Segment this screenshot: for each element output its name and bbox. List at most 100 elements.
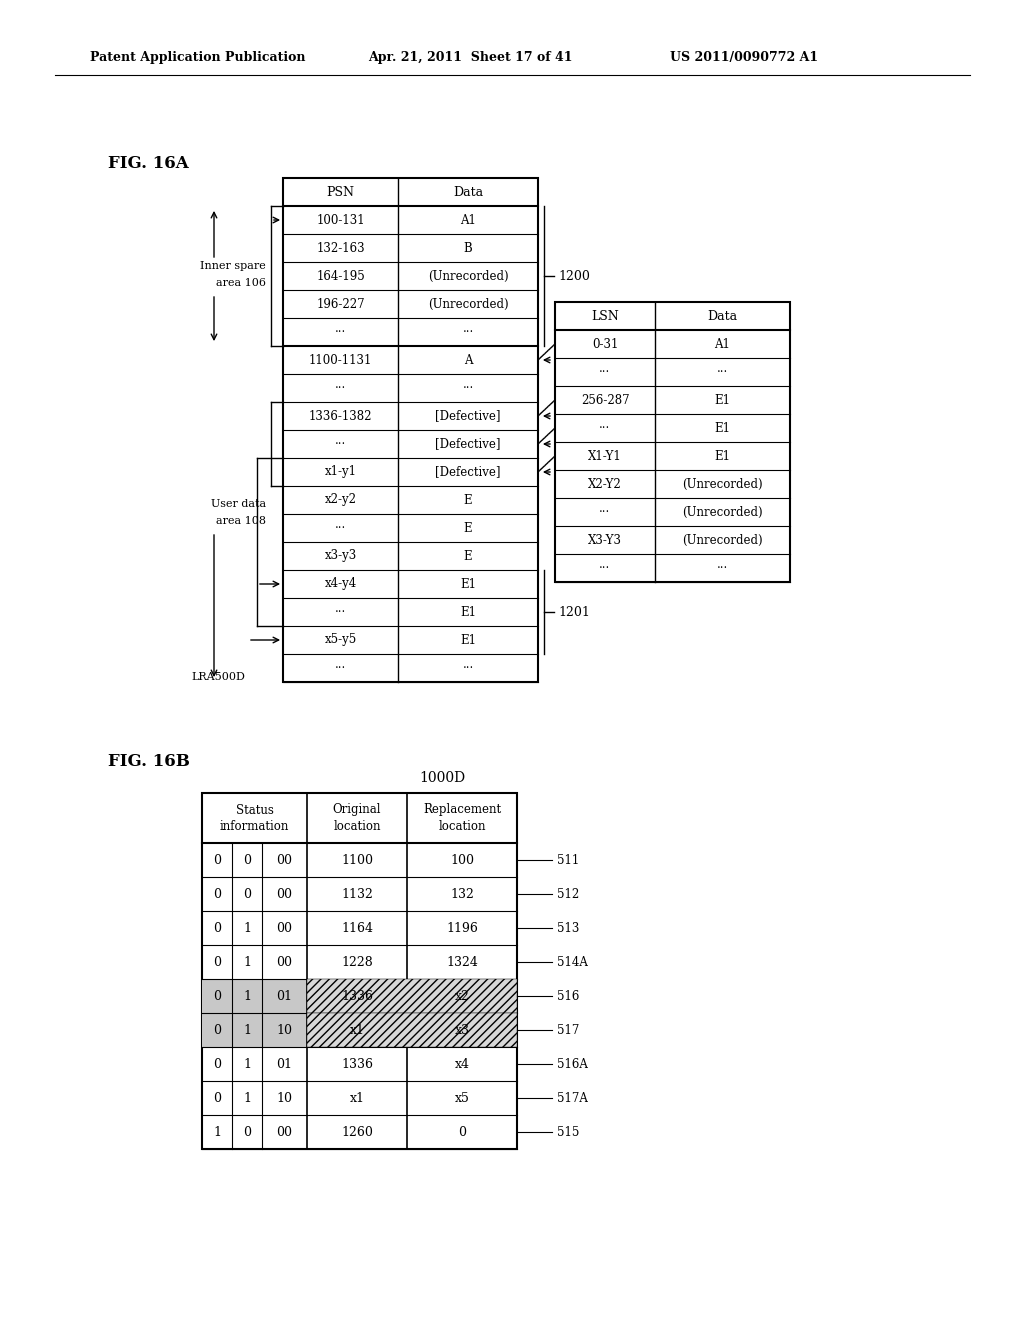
Text: 516: 516 bbox=[557, 990, 580, 1002]
Text: LSN: LSN bbox=[591, 309, 618, 322]
Text: 1200: 1200 bbox=[558, 269, 590, 282]
Text: Replacement: Replacement bbox=[423, 804, 501, 817]
Text: B: B bbox=[464, 242, 472, 255]
Text: Status: Status bbox=[236, 804, 273, 817]
Text: 1228: 1228 bbox=[341, 956, 373, 969]
Text: area 108: area 108 bbox=[216, 516, 266, 525]
Text: 1336: 1336 bbox=[341, 990, 373, 1002]
Text: 1201: 1201 bbox=[558, 606, 590, 619]
Text: [Defective]: [Defective] bbox=[435, 409, 501, 422]
Text: 0: 0 bbox=[458, 1126, 466, 1138]
Text: E: E bbox=[464, 521, 472, 535]
Text: 196-227: 196-227 bbox=[316, 297, 365, 310]
Text: E1: E1 bbox=[460, 634, 476, 647]
Text: Inner spare: Inner spare bbox=[201, 261, 266, 271]
Bar bbox=[202, 793, 517, 1148]
Text: E1: E1 bbox=[715, 421, 730, 434]
Text: ···: ··· bbox=[335, 437, 346, 450]
Text: 0: 0 bbox=[213, 1057, 221, 1071]
Text: 164-195: 164-195 bbox=[316, 269, 365, 282]
Text: 1336: 1336 bbox=[341, 1057, 373, 1071]
Bar bbox=[555, 302, 790, 582]
Text: E1: E1 bbox=[460, 578, 476, 590]
Text: x1: x1 bbox=[349, 1023, 365, 1036]
Text: 10: 10 bbox=[276, 1023, 293, 1036]
Text: information: information bbox=[220, 820, 289, 833]
Text: 1: 1 bbox=[243, 921, 251, 935]
Text: Apr. 21, 2011  Sheet 17 of 41: Apr. 21, 2011 Sheet 17 of 41 bbox=[368, 51, 572, 65]
Bar bbox=[283, 178, 538, 682]
Text: Patent Application Publication: Patent Application Publication bbox=[90, 51, 305, 65]
Text: 0-31: 0-31 bbox=[592, 338, 618, 351]
Text: A: A bbox=[464, 354, 472, 367]
Text: X1-Y1: X1-Y1 bbox=[588, 450, 622, 462]
Text: 1: 1 bbox=[213, 1126, 221, 1138]
Text: 1000D: 1000D bbox=[419, 771, 465, 785]
Text: ···: ··· bbox=[717, 561, 728, 574]
Text: x4: x4 bbox=[455, 1057, 469, 1071]
Text: 00: 00 bbox=[276, 921, 293, 935]
Text: User data: User data bbox=[211, 499, 266, 510]
Text: 10: 10 bbox=[276, 1092, 293, 1105]
Text: ···: ··· bbox=[463, 381, 474, 395]
Text: (Unrecorded): (Unrecorded) bbox=[682, 533, 763, 546]
Text: 1: 1 bbox=[243, 956, 251, 969]
Text: [Defective]: [Defective] bbox=[435, 437, 501, 450]
Text: area 106: area 106 bbox=[216, 279, 266, 288]
Text: X2-Y2: X2-Y2 bbox=[588, 478, 622, 491]
Text: 511: 511 bbox=[557, 854, 580, 866]
Text: x5-y5: x5-y5 bbox=[325, 634, 356, 647]
Text: 00: 00 bbox=[276, 854, 293, 866]
Bar bbox=[307, 979, 517, 1012]
Text: ···: ··· bbox=[335, 606, 346, 619]
Text: 1196: 1196 bbox=[446, 921, 478, 935]
Text: US 2011/0090772 A1: US 2011/0090772 A1 bbox=[670, 51, 818, 65]
Text: 517: 517 bbox=[557, 1023, 580, 1036]
Text: LRA500D: LRA500D bbox=[191, 672, 245, 682]
Text: E1: E1 bbox=[715, 450, 730, 462]
Text: 01: 01 bbox=[276, 1057, 293, 1071]
Text: 0: 0 bbox=[213, 1092, 221, 1105]
Text: Data: Data bbox=[453, 186, 483, 198]
Text: ···: ··· bbox=[335, 381, 346, 395]
Text: x5: x5 bbox=[455, 1092, 469, 1105]
Text: location: location bbox=[333, 820, 381, 833]
Text: 1: 1 bbox=[243, 1057, 251, 1071]
Text: 1324: 1324 bbox=[446, 956, 478, 969]
Text: 00: 00 bbox=[276, 956, 293, 969]
Text: 516A: 516A bbox=[557, 1057, 588, 1071]
Text: (Unrecorded): (Unrecorded) bbox=[428, 297, 508, 310]
Text: ···: ··· bbox=[717, 366, 728, 379]
Text: 0: 0 bbox=[243, 1126, 251, 1138]
Text: x1: x1 bbox=[349, 1092, 365, 1105]
Text: x2: x2 bbox=[455, 990, 469, 1002]
Text: 1164: 1164 bbox=[341, 921, 373, 935]
Text: x2-y2: x2-y2 bbox=[325, 494, 356, 507]
Text: 01: 01 bbox=[276, 990, 293, 1002]
Text: x1-y1: x1-y1 bbox=[325, 466, 356, 479]
Text: 00: 00 bbox=[276, 1126, 293, 1138]
Text: 0: 0 bbox=[213, 1023, 221, 1036]
Text: E1: E1 bbox=[715, 393, 730, 407]
Text: 517A: 517A bbox=[557, 1092, 588, 1105]
Text: 0: 0 bbox=[243, 887, 251, 900]
Text: 1336-1382: 1336-1382 bbox=[309, 409, 373, 422]
Text: 0: 0 bbox=[213, 921, 221, 935]
Text: FIG. 16A: FIG. 16A bbox=[108, 154, 188, 172]
Text: ···: ··· bbox=[463, 661, 474, 675]
Text: A1: A1 bbox=[460, 214, 476, 227]
Text: ···: ··· bbox=[335, 521, 346, 535]
Text: PSN: PSN bbox=[327, 186, 354, 198]
Text: x3: x3 bbox=[455, 1023, 469, 1036]
Text: ···: ··· bbox=[335, 326, 346, 338]
Text: 100-131: 100-131 bbox=[316, 214, 365, 227]
Text: 513: 513 bbox=[557, 921, 580, 935]
Text: 100: 100 bbox=[450, 854, 474, 866]
Text: [Defective]: [Defective] bbox=[435, 466, 501, 479]
Text: (Unrecorded): (Unrecorded) bbox=[428, 269, 508, 282]
Text: E: E bbox=[464, 549, 472, 562]
Text: 00: 00 bbox=[276, 887, 293, 900]
Text: 1: 1 bbox=[243, 990, 251, 1002]
Text: 256-287: 256-287 bbox=[581, 393, 630, 407]
Text: X3-Y3: X3-Y3 bbox=[588, 533, 622, 546]
